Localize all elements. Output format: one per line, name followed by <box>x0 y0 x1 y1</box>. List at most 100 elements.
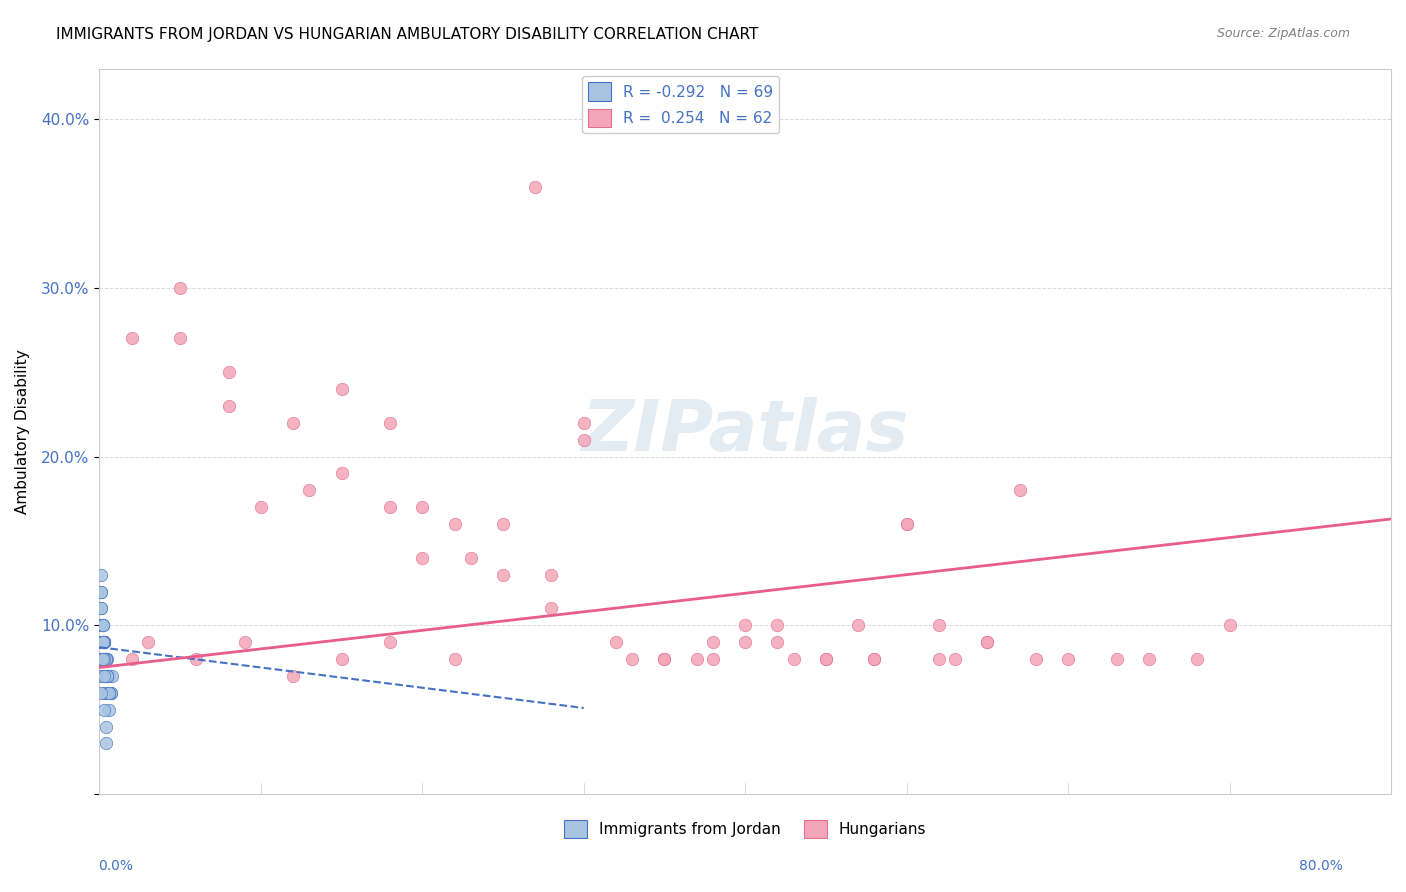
Point <box>91 652 114 666</box>
Point <box>94 652 117 666</box>
Point <box>90 652 112 666</box>
Point <box>93 669 115 683</box>
Point <box>91 635 114 649</box>
Point <box>281 416 304 430</box>
Point <box>249 500 271 515</box>
Point <box>94 652 117 666</box>
Point <box>93 703 115 717</box>
Point <box>218 365 240 379</box>
Point <box>91 652 114 666</box>
Point <box>943 652 966 666</box>
Point <box>94 719 117 733</box>
Point <box>298 483 321 498</box>
Point <box>411 550 433 565</box>
Point <box>93 635 115 649</box>
Point <box>96 652 118 666</box>
Point <box>90 635 112 649</box>
Point <box>524 179 547 194</box>
Point <box>330 467 353 481</box>
Point <box>976 635 998 649</box>
Point <box>91 635 114 649</box>
Point <box>91 618 114 632</box>
Point <box>1008 483 1031 498</box>
Point <box>94 652 117 666</box>
Point <box>90 686 112 700</box>
Point <box>896 517 918 532</box>
Point <box>814 652 837 666</box>
Point <box>93 635 115 649</box>
Point <box>90 669 112 683</box>
Point <box>654 652 676 666</box>
Point <box>766 635 789 649</box>
Point <box>93 652 115 666</box>
Point <box>443 652 465 666</box>
Point <box>136 635 159 649</box>
Point <box>378 635 401 649</box>
Point <box>734 635 756 649</box>
Point <box>460 550 482 565</box>
Point <box>94 652 117 666</box>
Point <box>782 652 804 666</box>
Point <box>93 635 115 649</box>
Point <box>90 584 112 599</box>
Point <box>1218 618 1240 632</box>
Point <box>686 652 709 666</box>
Point <box>121 331 143 345</box>
Point <box>121 652 143 666</box>
Point <box>91 652 114 666</box>
Point <box>91 618 114 632</box>
Point <box>186 652 208 666</box>
Point <box>98 669 121 683</box>
Point <box>540 601 562 615</box>
Point <box>90 618 112 632</box>
Point <box>96 686 118 700</box>
Point <box>863 652 886 666</box>
Point <box>976 635 998 649</box>
Point <box>218 399 240 413</box>
Point <box>93 686 115 700</box>
Point <box>94 652 117 666</box>
Point <box>169 331 191 345</box>
Point <box>98 686 121 700</box>
Point <box>90 601 112 615</box>
Point <box>98 703 121 717</box>
Point <box>1105 652 1128 666</box>
Point <box>928 652 950 666</box>
Point <box>896 517 918 532</box>
Point <box>621 652 644 666</box>
Point <box>93 652 115 666</box>
Point <box>330 382 353 396</box>
Point <box>90 567 112 582</box>
Point <box>91 635 114 649</box>
Point <box>492 517 515 532</box>
Point <box>90 601 112 615</box>
Point <box>93 652 115 666</box>
Point <box>90 618 112 632</box>
Point <box>96 669 118 683</box>
Point <box>605 635 627 649</box>
Point <box>1057 652 1080 666</box>
Text: 0.0%: 0.0% <box>98 859 134 872</box>
Point <box>766 618 789 632</box>
Point <box>94 652 117 666</box>
Point <box>702 635 724 649</box>
Point <box>378 500 401 515</box>
Point <box>91 669 114 683</box>
Point <box>169 281 191 295</box>
Text: 80.0%: 80.0% <box>1299 859 1343 872</box>
Point <box>90 652 112 666</box>
Point <box>93 635 115 649</box>
Point <box>233 635 256 649</box>
Point <box>101 669 124 683</box>
Point <box>100 686 122 700</box>
Point <box>91 618 114 632</box>
Point <box>96 669 118 683</box>
Point <box>93 635 115 649</box>
Point <box>734 618 756 632</box>
Point <box>100 686 122 700</box>
Point <box>96 669 118 683</box>
Point <box>98 686 121 700</box>
Point <box>378 416 401 430</box>
Point <box>330 652 353 666</box>
Point <box>90 618 112 632</box>
